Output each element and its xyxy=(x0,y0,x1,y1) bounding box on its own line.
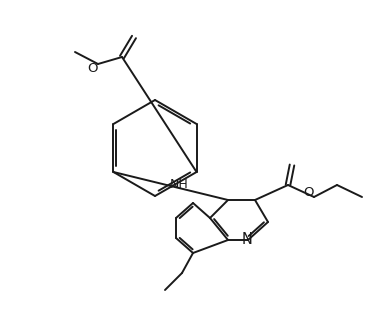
Text: NH: NH xyxy=(169,177,188,191)
Text: O: O xyxy=(88,62,98,74)
Text: N: N xyxy=(242,232,252,247)
Text: O: O xyxy=(304,187,314,199)
